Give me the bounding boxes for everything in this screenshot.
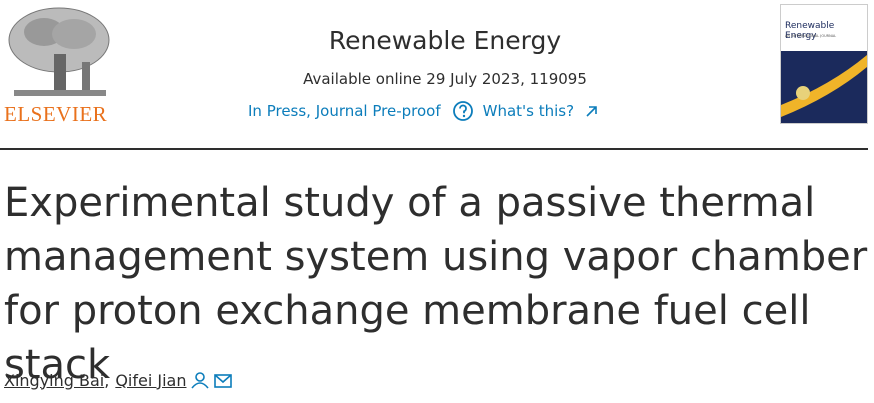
publisher-name: ELSEVIER (4, 102, 108, 126)
cover-art (781, 51, 867, 123)
person-icon[interactable] (186, 370, 210, 390)
author-list: Xingying Bai , Qifei Jian (4, 370, 236, 390)
article-title: Experimental study of a passive thermal … (4, 180, 868, 388)
external-link-icon[interactable] (582, 102, 600, 120)
divider (0, 148, 868, 150)
email-icon[interactable] (210, 370, 236, 390)
journal-name[interactable]: Renewable Energy (328, 26, 562, 55)
journal-cover[interactable]: Renewable Energy AN INTERNATIONAL JOURNA… (780, 4, 868, 124)
status-row: In Press, Journal Pre-proof What's this? (248, 100, 600, 122)
cover-subtitle: AN INTERNATIONAL JOURNAL (785, 34, 837, 38)
status: In Press, Journal Pre-proof (248, 102, 441, 120)
help-link[interactable]: What's this? (482, 102, 575, 120)
help-icon[interactable] (449, 100, 475, 122)
author[interactable]: Qifei Jian (115, 370, 187, 390)
publisher-logo (8, 7, 110, 96)
cover-title: Renewable Energy (785, 21, 835, 41)
author[interactable]: Xingying Bai (4, 370, 105, 390)
author-separator: , (104, 370, 110, 390)
availability: Available online 29 July 2023, 119095 (303, 70, 587, 88)
